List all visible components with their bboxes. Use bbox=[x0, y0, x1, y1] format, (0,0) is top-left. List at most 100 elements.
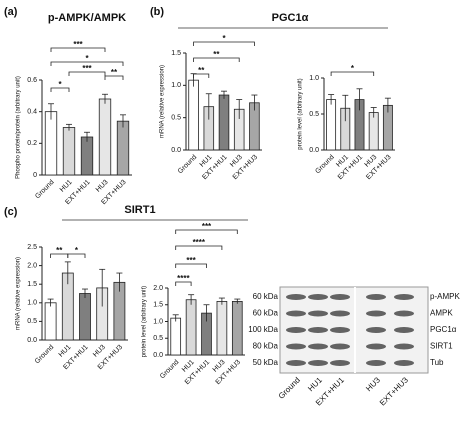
bar bbox=[44, 302, 57, 341]
bar bbox=[98, 98, 112, 176]
x-tick-label: HU3 bbox=[95, 179, 110, 194]
x-tick-label: Ground bbox=[159, 359, 181, 381]
blot-band bbox=[308, 360, 328, 366]
blot-band bbox=[394, 327, 414, 333]
y-axis-label: protein level (arbitrary unit) bbox=[142, 286, 148, 357]
blot-band bbox=[366, 360, 386, 366]
y-axis-label: protein level (arbitrary unit) bbox=[298, 78, 304, 149]
lane-label: HU3 bbox=[364, 375, 382, 393]
y-tick-label: 0.4 bbox=[27, 109, 37, 116]
significance-label: **** bbox=[177, 274, 190, 283]
y-axis-label: mRNA (relative expression) bbox=[160, 65, 166, 138]
x-tick-label: Ground bbox=[314, 154, 336, 176]
blot-band bbox=[308, 310, 328, 317]
significance-label: ** bbox=[56, 246, 63, 255]
y-tick-label: 0 bbox=[33, 172, 37, 179]
blot-band bbox=[286, 294, 306, 300]
significance-label: * bbox=[85, 54, 89, 63]
bar bbox=[170, 317, 182, 356]
x-tick-label: HU3 bbox=[92, 344, 107, 359]
significance-bracket bbox=[175, 229, 238, 234]
y-tick-label: 0.5 bbox=[27, 318, 37, 325]
blot-band bbox=[286, 310, 306, 317]
significance-label: **** bbox=[193, 238, 206, 247]
panel-label: (c) bbox=[4, 206, 18, 218]
kda-label: 60 kDa bbox=[253, 292, 279, 301]
bar bbox=[368, 112, 379, 151]
y-tick-label: 0.5 bbox=[171, 115, 181, 122]
protein-label: p-AMPK bbox=[430, 292, 460, 301]
y-tick-label: 0.0 bbox=[27, 337, 37, 344]
significance-bracket bbox=[175, 263, 207, 268]
bar bbox=[62, 127, 76, 176]
protein-label: PGC1α bbox=[430, 325, 457, 334]
x-tick-label: Ground bbox=[34, 179, 56, 201]
significance-bracket bbox=[175, 245, 223, 250]
bar bbox=[80, 136, 94, 176]
significance-bracket bbox=[104, 75, 124, 80]
group-title: PGC1α bbox=[272, 12, 309, 24]
blot-band bbox=[330, 310, 350, 317]
blot-band bbox=[366, 327, 386, 333]
y-tick-label: 1.0 bbox=[171, 82, 181, 89]
significance-label: * bbox=[58, 80, 62, 89]
significance-label: ** bbox=[198, 66, 205, 75]
significance-label: ** bbox=[111, 68, 118, 77]
blot-band bbox=[330, 360, 350, 366]
y-tick-label: 1.5 bbox=[153, 302, 163, 309]
y-tick-label: 1.5 bbox=[27, 281, 37, 288]
significance-bracket bbox=[193, 73, 210, 78]
lane-label: EXT+HU3 bbox=[378, 375, 410, 407]
significance-label: ** bbox=[213, 50, 220, 59]
bar bbox=[79, 293, 91, 341]
group-title: SIRT1 bbox=[124, 204, 155, 216]
y-tick-label: 1.0 bbox=[153, 318, 163, 325]
blot-band bbox=[308, 327, 328, 333]
blot-band bbox=[308, 343, 328, 350]
significance-bracket bbox=[175, 281, 192, 286]
significance-bracket bbox=[193, 57, 240, 62]
y-tick-label: 0.0 bbox=[171, 147, 181, 154]
panel-label: (a) bbox=[4, 6, 18, 18]
significance-bracket bbox=[68, 71, 106, 76]
y-tick-label: 0.0 bbox=[309, 147, 319, 154]
blot-band bbox=[394, 343, 414, 350]
significance-label: *** bbox=[73, 40, 83, 49]
significance-bracket bbox=[50, 47, 106, 52]
lane-label: Ground bbox=[277, 376, 302, 401]
protein-label: AMPK bbox=[430, 309, 453, 318]
blot-band bbox=[394, 360, 414, 366]
significance-bracket bbox=[50, 87, 70, 92]
significance-label: * bbox=[351, 64, 355, 73]
blot-band bbox=[394, 294, 414, 300]
x-tick-label: HU1 bbox=[58, 344, 73, 359]
blot-band bbox=[286, 360, 306, 366]
kda-label: 60 kDa bbox=[253, 309, 279, 318]
y-tick-label: 2.0 bbox=[153, 285, 163, 292]
significance-label: *** bbox=[202, 222, 212, 231]
blot-band bbox=[366, 343, 386, 350]
kda-label: 100 kDa bbox=[248, 325, 278, 334]
y-tick-label: 0.5 bbox=[153, 335, 163, 342]
y-tick-label: 2.0 bbox=[27, 262, 37, 269]
significance-bracket bbox=[330, 71, 375, 76]
significance-bracket bbox=[67, 253, 86, 258]
lane-label: HU1 bbox=[306, 375, 324, 393]
bar bbox=[185, 299, 197, 356]
y-tick-label: 1.0 bbox=[27, 300, 37, 307]
bar bbox=[326, 99, 337, 151]
significance-bracket bbox=[50, 61, 124, 66]
significance-label: *** bbox=[186, 256, 196, 265]
kda-label: 80 kDa bbox=[253, 342, 279, 351]
y-tick-label: 1.5 bbox=[171, 50, 181, 57]
blot-band bbox=[366, 294, 386, 300]
x-tick-label: Ground bbox=[34, 344, 56, 366]
bar bbox=[44, 111, 58, 176]
y-tick-label: 1.0 bbox=[309, 75, 319, 82]
blot-band bbox=[308, 294, 328, 300]
blot-band bbox=[330, 327, 350, 333]
y-tick-label: 0.2 bbox=[27, 140, 37, 147]
x-tick-label: HU1 bbox=[59, 179, 74, 194]
bar bbox=[116, 120, 130, 176]
